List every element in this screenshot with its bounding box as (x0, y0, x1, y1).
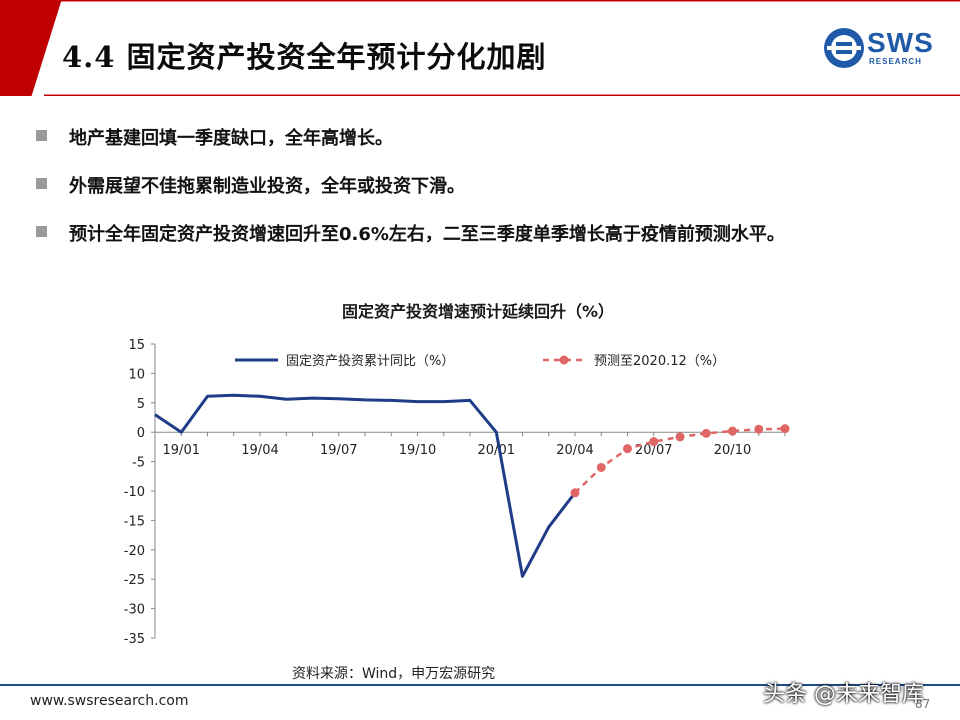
page-title: 4.4 固定资产投资全年预计分化加剧 (62, 40, 547, 74)
page-number: 87 (915, 697, 931, 711)
forecast-point (780, 424, 790, 434)
footer-url[interactable]: www.swsresearch.com (30, 693, 189, 709)
legend-marker-forecast (559, 355, 569, 365)
chart-svg: 固定资产投资增速预计延续回升（%） 15 10 5 0 -5 -10 -15 -20 -25 -3… (124, 302, 790, 647)
forecast-point (596, 462, 606, 472)
x-tick-label: 19/04 (241, 443, 278, 458)
bullet-item: 外需展望不佳拖累制造业投资，全年或投资下滑。 (36, 172, 785, 220)
forecast-point (570, 488, 580, 498)
legend-label-forecast: 预测至2020.12（%） (594, 354, 725, 369)
sws-logo: SWS RESEARCH (823, 27, 943, 71)
logo-subtext: RESEARCH (869, 57, 922, 66)
investment-growth-chart: 固定资产投资增速预计延续回升（%） 15 10 5 0 -5 -10 -15 -20 -25 -3… (0, 290, 960, 690)
bullet-text: 外需展望不佳拖累制造业投资，全年或投资下滑。 (69, 176, 465, 197)
bullet-text: 预计全年固定资产投资增速回升至0.6%左右，二至三季度单季增长高于疫情前预测水平… (69, 224, 785, 245)
bullet-square-icon (36, 226, 47, 237)
watermark-text: 头条 @未来智库 (763, 682, 924, 707)
sws-logo-icon (824, 28, 864, 68)
x-tick-label: 20/04 (556, 443, 593, 458)
y-tick-label: 0 (137, 426, 145, 441)
y-tick-label: 15 (128, 338, 145, 353)
source-note: 资料来源：Wind，申万宏源研究 (292, 666, 496, 682)
y-tick-label: -25 (124, 573, 145, 588)
legend-label-actual: 固定资产投资累计同比（%） (286, 353, 454, 369)
bullet-text: 地产基建回填一季度缺口，全年高增长。 (69, 128, 393, 149)
chart-series-layer (154, 393, 790, 578)
y-tick-label: 5 (137, 397, 145, 412)
bullet-list: 地产基建回填一季度缺口，全年高增长。 外需展望不佳拖累制造业投资，全年或投资下滑… (36, 124, 785, 268)
y-tick-label: -5 (132, 456, 145, 471)
x-tick-label: 19/10 (399, 443, 436, 458)
x-tick-label: 19/01 (163, 443, 200, 458)
y-tick-label: -10 (124, 485, 145, 500)
title-slant (28, 0, 62, 96)
forecast-point (728, 426, 737, 436)
y-tick-label: 10 (128, 367, 145, 382)
logo-text: SWS (867, 27, 934, 58)
bullet-item: 地产基建回填一季度缺口，全年高增长。 (36, 124, 785, 172)
x-tick-label: 19/07 (320, 443, 357, 458)
title-red-wedge (0, 0, 60, 96)
chart-title: 固定资产投资增速预计延续回升（%） (342, 302, 614, 321)
forecast-point (623, 444, 632, 454)
bullet-square-icon (36, 130, 47, 141)
chart-axes: 15 10 5 0 -5 -10 -15 -20 -25 -30 -35 19/01 19/04 19/0… (124, 338, 786, 647)
y-tick-label: -15 (124, 514, 145, 529)
forecast-point (754, 424, 764, 434)
x-tick-label: 20/01 (478, 443, 515, 458)
bullet-square-icon (36, 178, 47, 189)
chart-legend: 固定资产投资累计同比（%） 预测至2020.12（%） (235, 353, 725, 369)
series-line-actual (154, 393, 577, 578)
footer-rule (0, 684, 960, 686)
y-tick-label: -35 (124, 632, 145, 647)
forecast-point (675, 432, 685, 442)
bullet-item: 预计全年固定资产投资增速回升至0.6%左右，二至三季度单季增长高于疫情前预测水平… (36, 220, 785, 268)
x-tick-label: 20/07 (635, 443, 672, 458)
forecast-point (701, 428, 711, 438)
forecast-point (649, 437, 659, 447)
x-tick-label: 20/10 (714, 443, 751, 458)
title-bar-shape (0, 0, 960, 96)
y-tick-label: -30 (124, 603, 145, 618)
y-tick-label: -20 (124, 544, 145, 559)
title-bar: 4.4 固定资产投资全年预计分化加剧 SWS RESEARCH (0, 0, 960, 96)
